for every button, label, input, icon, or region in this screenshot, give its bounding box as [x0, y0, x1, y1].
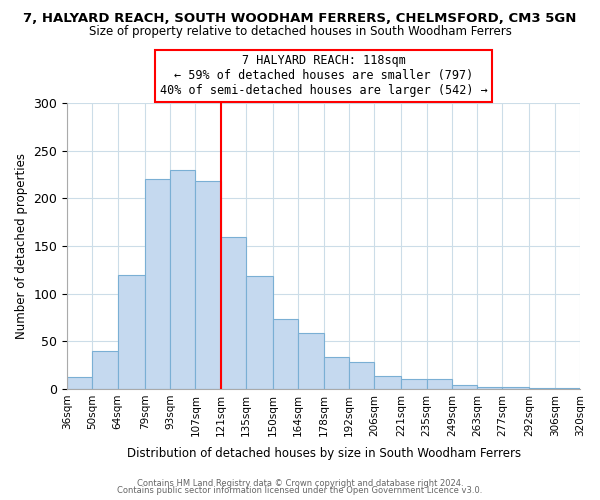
Bar: [67, 378, 92, 389]
Bar: [374, 376, 401, 389]
Bar: [401, 380, 427, 389]
Bar: [502, 387, 529, 389]
Bar: [145, 180, 170, 389]
Bar: [452, 385, 477, 389]
Bar: [529, 388, 555, 389]
Text: 7 HALYARD REACH: 118sqm
← 59% of detached houses are smaller (797)
40% of semi-d: 7 HALYARD REACH: 118sqm ← 59% of detache…: [160, 54, 487, 98]
Text: Size of property relative to detached houses in South Woodham Ferrers: Size of property relative to detached ho…: [89, 25, 511, 38]
Bar: [477, 387, 502, 389]
Text: Contains public sector information licensed under the Open Government Licence v3: Contains public sector information licen…: [118, 486, 482, 495]
Y-axis label: Number of detached properties: Number of detached properties: [15, 153, 28, 339]
Bar: [118, 274, 145, 389]
Text: 7, HALYARD REACH, SOUTH WOODHAM FERRERS, CHELMSFORD, CM3 5GN: 7, HALYARD REACH, SOUTH WOODHAM FERRERS,…: [23, 12, 577, 26]
Bar: [349, 362, 374, 389]
Bar: [221, 236, 246, 389]
Bar: [298, 332, 323, 389]
Bar: [555, 388, 580, 389]
Bar: [323, 358, 349, 389]
Bar: [196, 182, 221, 389]
Text: Contains HM Land Registry data © Crown copyright and database right 2024.: Contains HM Land Registry data © Crown c…: [137, 478, 463, 488]
X-axis label: Distribution of detached houses by size in South Woodham Ferrers: Distribution of detached houses by size …: [127, 447, 521, 460]
Bar: [170, 170, 196, 389]
Bar: [427, 380, 452, 389]
Bar: [273, 320, 298, 389]
Bar: [246, 276, 273, 389]
Bar: [92, 351, 118, 389]
